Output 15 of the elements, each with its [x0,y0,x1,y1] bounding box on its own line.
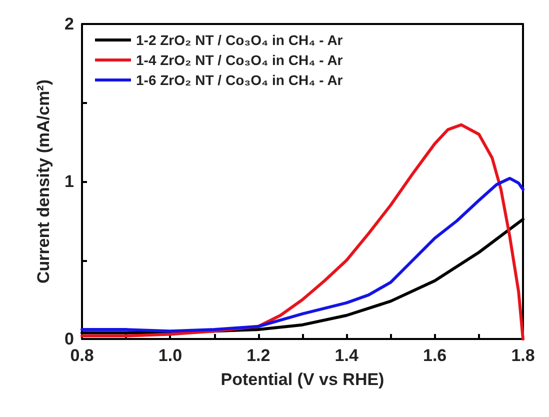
x-tick-label: 1.4 [334,346,359,365]
legend-label: 1-2 ZrO₂ NT / Co₃O₄ in CH₄ - Ar [136,32,344,48]
x-tick-label: 0.8 [70,346,94,365]
x-tick-label: 1.8 [511,346,535,365]
y-tick-label: 1 [64,172,74,191]
y-axis-title: Current density (mA/cm²) [34,79,53,284]
y-tick-label: 2 [64,14,74,34]
text: 1.0 [158,346,182,365]
y-tick-label: 0 [64,330,74,348]
legend-label: 1-4 ZrO₂ NT / Co₃O₄ in CH₄ - Ar [136,52,344,68]
x-tick-label: 1.2 [246,346,270,365]
legend-label: 1-6 ZrO₂ NT / Co₃O₄ in CH₄ - Ar [136,72,344,88]
x-tick-label: 1.6 [422,346,447,365]
x-axis-title: Potential (V vs RHE) [220,370,384,389]
line-series [80,176,524,333]
